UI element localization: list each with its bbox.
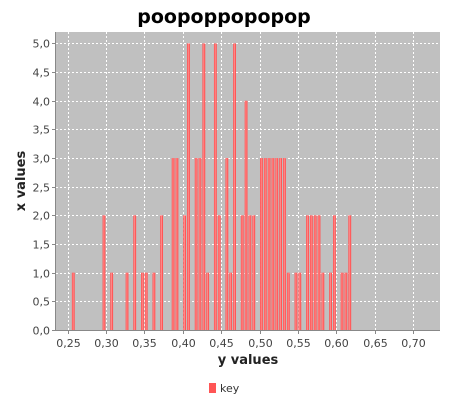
histogram-bar-highlight (153, 273, 154, 330)
x-axis-ticks: 0,25 0,30 0,35 0,40 0,45 0,50 0,55 0,60 0,65 0,70 (56, 330, 426, 350)
histogram-bar-highlight (196, 158, 197, 330)
histogram-bar-highlight (253, 215, 254, 330)
histogram-bar-highlight (203, 43, 204, 330)
histogram-bar-highlight (276, 158, 277, 330)
x-tick-label: 0,60 (324, 337, 349, 350)
histogram-bar-highlight (330, 273, 331, 330)
legend-label: key (220, 382, 240, 395)
histogram-bar-highlight (230, 273, 231, 330)
histogram-bar-highlight (341, 273, 342, 330)
histogram-bar-highlight (272, 158, 273, 330)
histogram-bar-highlight (172, 158, 173, 330)
histogram-bar-highlight (242, 215, 243, 330)
histogram-bar-highlight (219, 215, 220, 330)
y-tick-label: 5,0 (33, 38, 51, 51)
histogram-bar-highlight (146, 273, 147, 330)
y-tick-label: 0,5 (33, 296, 51, 309)
histogram-bar-highlight (318, 215, 319, 330)
x-tick-label: 0,55 (286, 337, 311, 350)
histogram-bar-highlight (249, 215, 250, 330)
histogram-bar-highlight (73, 273, 74, 330)
x-tick-label: 0,35 (132, 337, 157, 350)
histogram-bar-highlight (199, 158, 200, 330)
histogram-bar-highlight (299, 273, 300, 330)
histogram-bar-highlight (188, 43, 189, 330)
histogram-bar-highlight (280, 158, 281, 330)
x-tick-label: 0,70 (401, 337, 426, 350)
histogram-bar-highlight (215, 43, 216, 330)
y-axis-ticks: 0,0 0,5 1,0 1,5 2,0 2,5 3,0 3,5 4,0 4,5 5,0 (33, 38, 57, 338)
histogram-bar-highlight (288, 273, 289, 330)
histogram-bar-highlight (307, 215, 308, 330)
x-tick-label: 0,65 (363, 337, 388, 350)
y-tick-label: 4,0 (33, 96, 51, 109)
y-tick-label: 4,5 (33, 67, 51, 80)
x-tick-label: 0,50 (248, 337, 273, 350)
histogram-bar-highlight (284, 158, 285, 330)
histogram-bar-highlight (295, 273, 296, 330)
chart-title: poopoppopopop (137, 6, 311, 28)
x-tick-label: 0,30 (94, 337, 119, 350)
histogram-bar-highlight (345, 273, 346, 330)
histogram-bar-highlight (334, 215, 335, 330)
histogram-bar-highlight (161, 215, 162, 330)
histogram-bar-highlight (207, 273, 208, 330)
histogram-bar-highlight (111, 273, 112, 330)
y-tick-label: 0,0 (33, 325, 51, 338)
histogram-bar-highlight (245, 101, 246, 330)
histogram-bar-highlight (184, 215, 185, 330)
histogram-bar-highlight (349, 215, 350, 330)
y-tick-label: 1,0 (33, 268, 51, 281)
histogram-bar-highlight (142, 273, 143, 330)
histogram-bar-highlight (322, 273, 323, 330)
histogram-bar-highlight (265, 158, 266, 330)
legend-swatch (209, 383, 216, 393)
x-axis-label: y values (218, 353, 279, 368)
histogram-bar-highlight (126, 273, 127, 330)
histogram-bar-highlight (268, 158, 269, 330)
histogram-bar-highlight (234, 43, 235, 330)
legend: key (209, 382, 240, 395)
histogram-bar-highlight (315, 215, 316, 330)
y-tick-label: 2,0 (33, 210, 51, 223)
plot-area (56, 32, 440, 330)
y-tick-label: 1,5 (33, 239, 51, 252)
x-tick-label: 0,45 (209, 337, 234, 350)
y-axis-label: x values (14, 151, 29, 212)
y-tick-label: 3,0 (33, 153, 51, 166)
histogram-bar-highlight (176, 158, 177, 330)
histogram-bar-highlight (226, 158, 227, 330)
x-tick-label: 0,25 (56, 337, 81, 350)
histogram-bar-highlight (261, 158, 262, 330)
histogram-bar-highlight (103, 215, 104, 330)
histogram-bar-highlight (311, 215, 312, 330)
x-tick-label: 0,40 (171, 337, 196, 350)
y-tick-label: 3,5 (33, 124, 51, 137)
histogram-bar-highlight (134, 215, 135, 330)
y-tick-label: 2,5 (33, 182, 51, 195)
